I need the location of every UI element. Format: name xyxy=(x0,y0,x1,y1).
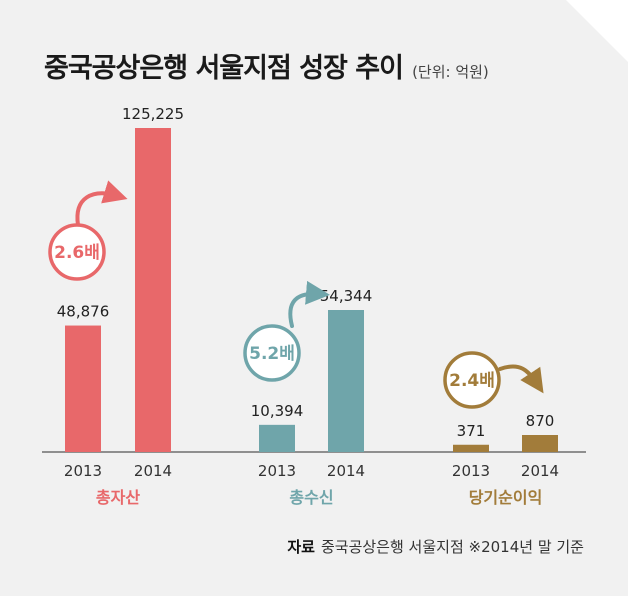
ratio-label: 2.6배 xyxy=(54,243,100,263)
x-tick-label: 2013 xyxy=(258,462,296,480)
growth-arrow-icon xyxy=(498,364,544,394)
ratio-badge xyxy=(48,223,106,281)
data-label: 125,225 xyxy=(122,105,184,123)
ratio-label: 2.4배 xyxy=(449,371,495,391)
group-label: 당기순이익 xyxy=(469,488,543,507)
data-label: 371 xyxy=(457,422,486,440)
x-tick-label: 2013 xyxy=(64,462,102,480)
group-label: 총자산 xyxy=(96,488,140,507)
bar xyxy=(65,325,101,452)
ratio-badge xyxy=(443,351,501,409)
bar xyxy=(328,310,364,452)
growth-arrow-icon xyxy=(288,280,330,328)
chart-title: 중국공상은행 서울지점 성장 추이 (단위: 억원) xyxy=(44,46,489,85)
bar xyxy=(135,128,171,452)
source-text: 중국공상은행 서울지점 ※2014년 말 기준 xyxy=(320,538,584,556)
ratio-label: 5.2배 xyxy=(249,344,295,364)
x-tick-label: 2013 xyxy=(452,462,490,480)
folded-corner xyxy=(566,0,628,62)
source-label: 자료 xyxy=(287,538,315,556)
data-label: 10,394 xyxy=(251,402,304,420)
group-label: 총수신 xyxy=(289,488,333,507)
chart-unit: (단위: 억원) xyxy=(412,63,489,81)
bar xyxy=(453,444,489,452)
chart-title-text: 중국공상은행 서울지점 성장 추이 xyxy=(44,53,404,84)
data-label: 870 xyxy=(526,412,555,430)
x-tick-label: 2014 xyxy=(521,462,559,480)
bar xyxy=(259,424,295,452)
source-note: 자료 중국공상은행 서울지점 ※2014년 말 기준 xyxy=(287,536,584,557)
x-tick-label: 2014 xyxy=(327,462,365,480)
ratio-badge xyxy=(243,324,301,382)
bar xyxy=(522,435,558,452)
data-label: 54,344 xyxy=(320,287,373,305)
chart-marks: 48,876 2013 125,225 2014 총자산 2.6배 10,394 2013 54… xyxy=(48,105,559,507)
growth-arrow-icon xyxy=(75,180,128,227)
x-tick-label: 2014 xyxy=(134,462,172,480)
data-label: 48,876 xyxy=(57,303,110,321)
